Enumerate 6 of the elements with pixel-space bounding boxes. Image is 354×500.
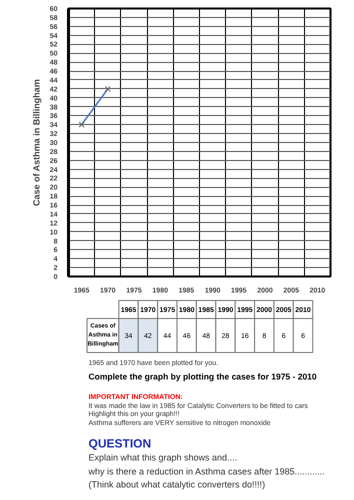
text: Explain what this graph shows and.... (88, 452, 238, 462)
text: Complete the graph by plotting the cases for 1975 - 2010 (88, 372, 317, 382)
text: (Think about what catalytic converters do!!!!) (88, 480, 266, 490)
text: why is there a reduction in Asthma cases after 1985............ (87, 466, 325, 476)
y-axis-title: Case of Asthma in Billingham (32, 79, 42, 206)
text: QUESTION (88, 436, 152, 450)
